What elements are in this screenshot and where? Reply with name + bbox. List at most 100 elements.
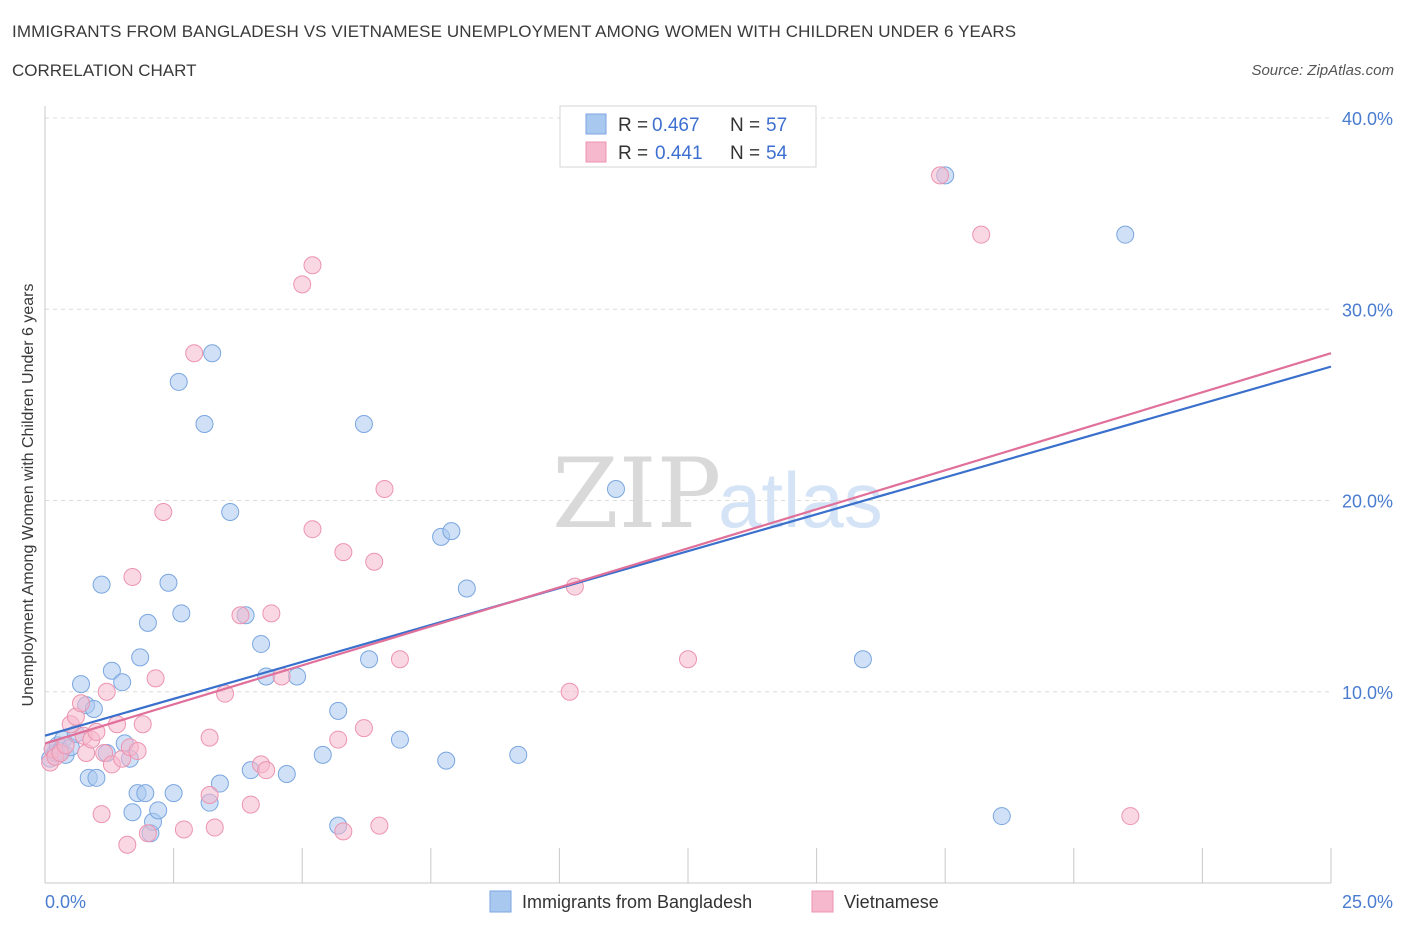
watermark-zip: ZIP	[552, 438, 721, 550]
y-tick-labels: 10.0% 20.0% 30.0% 40.0%	[1342, 109, 1393, 703]
point-vietnamese	[200, 728, 219, 747]
legend-n-value-pink: 54	[766, 143, 788, 164]
point-bangladesh	[113, 673, 132, 692]
point-bangladesh	[437, 751, 456, 770]
y-tick-label: 20.0%	[1342, 492, 1393, 512]
x-tick-label-max: 25.0%	[1342, 892, 1393, 912]
watermark: ZIP atlas	[552, 438, 883, 550]
point-bangladesh	[360, 650, 379, 669]
trend-line-vietnamese	[44, 352, 1332, 745]
point-vietnamese	[241, 795, 260, 814]
point-vietnamese	[200, 786, 219, 805]
point-vietnamese	[146, 669, 165, 688]
point-bangladesh	[288, 667, 307, 686]
point-bangladesh	[442, 522, 461, 541]
point-bangladesh	[172, 604, 191, 623]
point-vietnamese	[329, 730, 348, 749]
point-bangladesh	[252, 634, 271, 653]
x-axis-ticks	[44, 848, 1332, 883]
legend-n-label-pink: N =	[730, 143, 760, 164]
point-vietnamese	[293, 275, 312, 294]
point-bangladesh	[159, 573, 178, 592]
point-bangladesh	[72, 675, 91, 694]
point-vietnamese	[931, 166, 950, 185]
point-vietnamese	[972, 225, 991, 244]
trend-line-bangladesh	[44, 365, 1332, 737]
gridlines	[45, 117, 1331, 693]
point-bangladesh	[149, 801, 168, 820]
point-bangladesh	[853, 650, 872, 669]
point-vietnamese	[97, 682, 116, 701]
legend-r-label-pink: R =	[618, 143, 648, 164]
point-vietnamese	[370, 816, 389, 835]
point-vietnamese	[679, 650, 697, 669]
y-tick-label: 10.0%	[1342, 683, 1393, 703]
point-bangladesh	[203, 344, 222, 363]
point-bangladesh	[992, 807, 1011, 826]
point-vietnamese	[365, 552, 384, 571]
point-bangladesh	[457, 579, 476, 598]
legend-n-value-blue: 57	[766, 115, 787, 136]
x-tick-label-min: 0.0%	[45, 892, 86, 912]
point-vietnamese	[174, 820, 193, 839]
point-vietnamese	[205, 818, 224, 837]
legend-r-label-blue: R =	[618, 115, 648, 136]
point-vietnamese	[72, 694, 91, 713]
point-vietnamese	[560, 682, 579, 701]
point-vietnamese	[390, 650, 409, 669]
point-bangladesh	[606, 480, 625, 499]
stats-legend: R = 0.467 N = 57 R = 0.441 N = 54	[559, 105, 817, 168]
point-bangladesh	[1116, 225, 1135, 244]
chart-title: IMMIGRANTS FROM BANGLADESH VS VIETNAMESE…	[12, 22, 1017, 41]
point-bangladesh	[138, 613, 157, 632]
point-bangladesh	[92, 575, 111, 594]
legend-swatch-pink	[585, 141, 607, 163]
series-legend-swatch-vietnamese	[811, 890, 834, 913]
point-vietnamese	[303, 256, 322, 275]
point-vietnamese	[123, 568, 142, 586]
point-bangladesh	[164, 784, 183, 803]
point-vietnamese	[92, 805, 111, 824]
y-axis-label: Unemployment Among Women with Children U…	[20, 283, 37, 706]
point-vietnamese	[334, 822, 353, 841]
point-bangladesh	[313, 745, 332, 764]
point-bangladesh	[195, 415, 214, 433]
point-vietnamese	[1121, 807, 1140, 826]
point-vietnamese	[154, 502, 173, 521]
legend-r-value-pink: 0.441	[655, 143, 703, 164]
point-vietnamese	[231, 606, 250, 625]
trend-lines	[44, 352, 1332, 745]
point-bangladesh	[169, 372, 188, 391]
point-bangladesh	[123, 803, 142, 822]
point-vietnamese	[118, 835, 137, 854]
y-tick-label: 30.0%	[1342, 300, 1393, 320]
point-vietnamese	[262, 604, 281, 623]
legend-n-label-blue: N =	[730, 115, 760, 136]
point-bangladesh	[390, 730, 409, 749]
legend-swatch-blue	[585, 113, 607, 135]
point-bangladesh	[354, 415, 373, 433]
point-vietnamese	[133, 715, 152, 734]
series-legend: Immigrants from Bangladesh Vietnamese	[489, 890, 939, 913]
point-vietnamese	[375, 480, 394, 499]
point-vietnamese	[257, 761, 276, 780]
point-bangladesh	[131, 648, 150, 667]
point-vietnamese	[354, 719, 373, 738]
series-vietnamese-points	[41, 166, 1140, 854]
point-vietnamese	[185, 344, 204, 363]
point-vietnamese	[303, 520, 322, 539]
point-vietnamese	[334, 543, 353, 562]
legend-r-value-blue: 0.467	[652, 115, 700, 136]
chart-subtitle: CORRELATION CHART	[12, 61, 197, 80]
point-bangladesh	[210, 774, 229, 793]
watermark-atlas: atlas	[718, 456, 883, 544]
point-bangladesh	[509, 745, 528, 764]
source-credit: Source: ZipAtlas.com	[1251, 62, 1394, 79]
y-tick-label: 40.0%	[1342, 109, 1393, 129]
point-bangladesh	[221, 502, 240, 521]
series-legend-label-bangladesh: Immigrants from Bangladesh	[522, 892, 752, 912]
point-bangladesh	[102, 661, 121, 680]
point-bangladesh	[329, 701, 348, 720]
point-vietnamese	[87, 722, 106, 741]
